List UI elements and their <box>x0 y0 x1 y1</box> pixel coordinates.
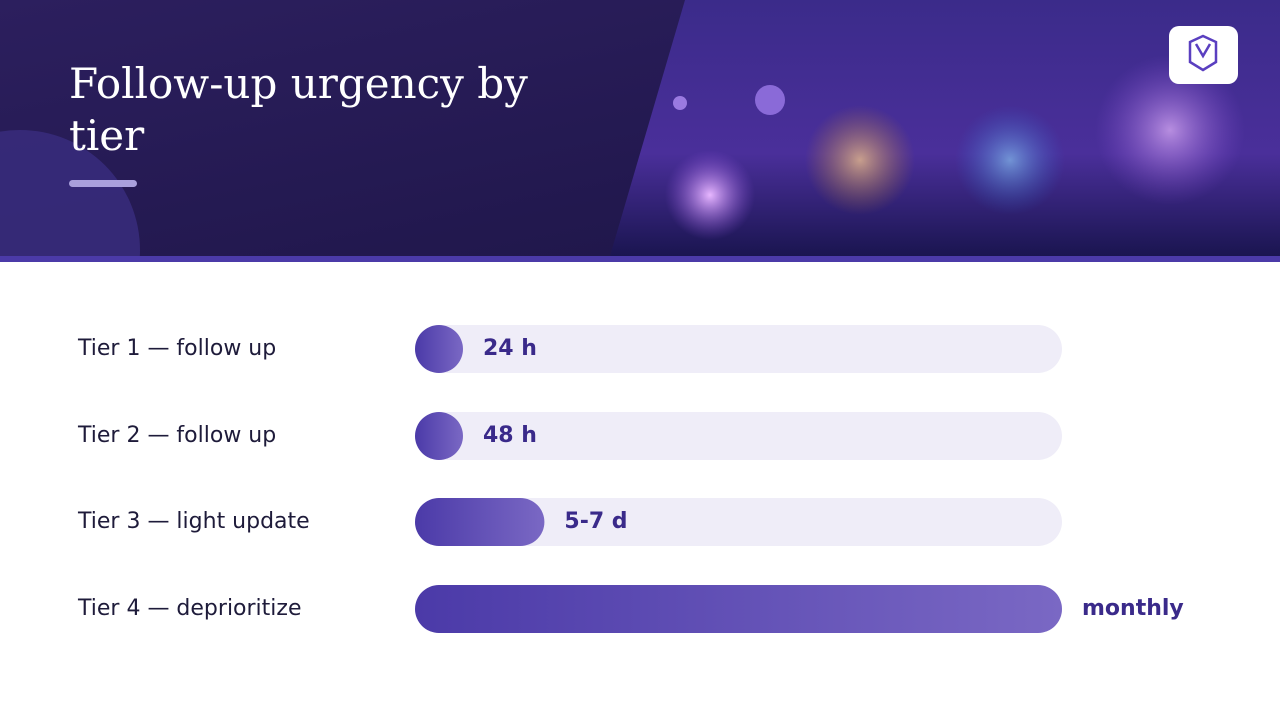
bar <box>415 325 463 373</box>
title: Follow-up urgency by tier <box>69 59 528 160</box>
chart: Tier 1 — follow up 24 h Tier 2 — follow up… <box>77 325 1184 633</box>
category-label: Tier 2 — follow up <box>77 423 276 448</box>
value-label: 24 h <box>483 336 537 361</box>
category-label: Tier 4 — deprioritize <box>77 596 302 621</box>
bar <box>415 498 545 546</box>
category-label: Tier 1 — follow up <box>77 336 276 361</box>
value-label: 48 h <box>483 423 537 448</box>
bar <box>415 585 1062 633</box>
bar-track <box>415 325 1062 373</box>
category-label: Tier 3 — light update <box>77 509 310 534</box>
header-art <box>0 0 1280 262</box>
bar-track <box>415 412 1062 460</box>
value-label: 5-7 d <box>564 509 627 534</box>
bar-track <box>415 498 1062 546</box>
bar <box>415 412 463 460</box>
header: Follow-up urgency by tier <box>0 0 1280 262</box>
value-label: monthly <box>1082 596 1184 621</box>
